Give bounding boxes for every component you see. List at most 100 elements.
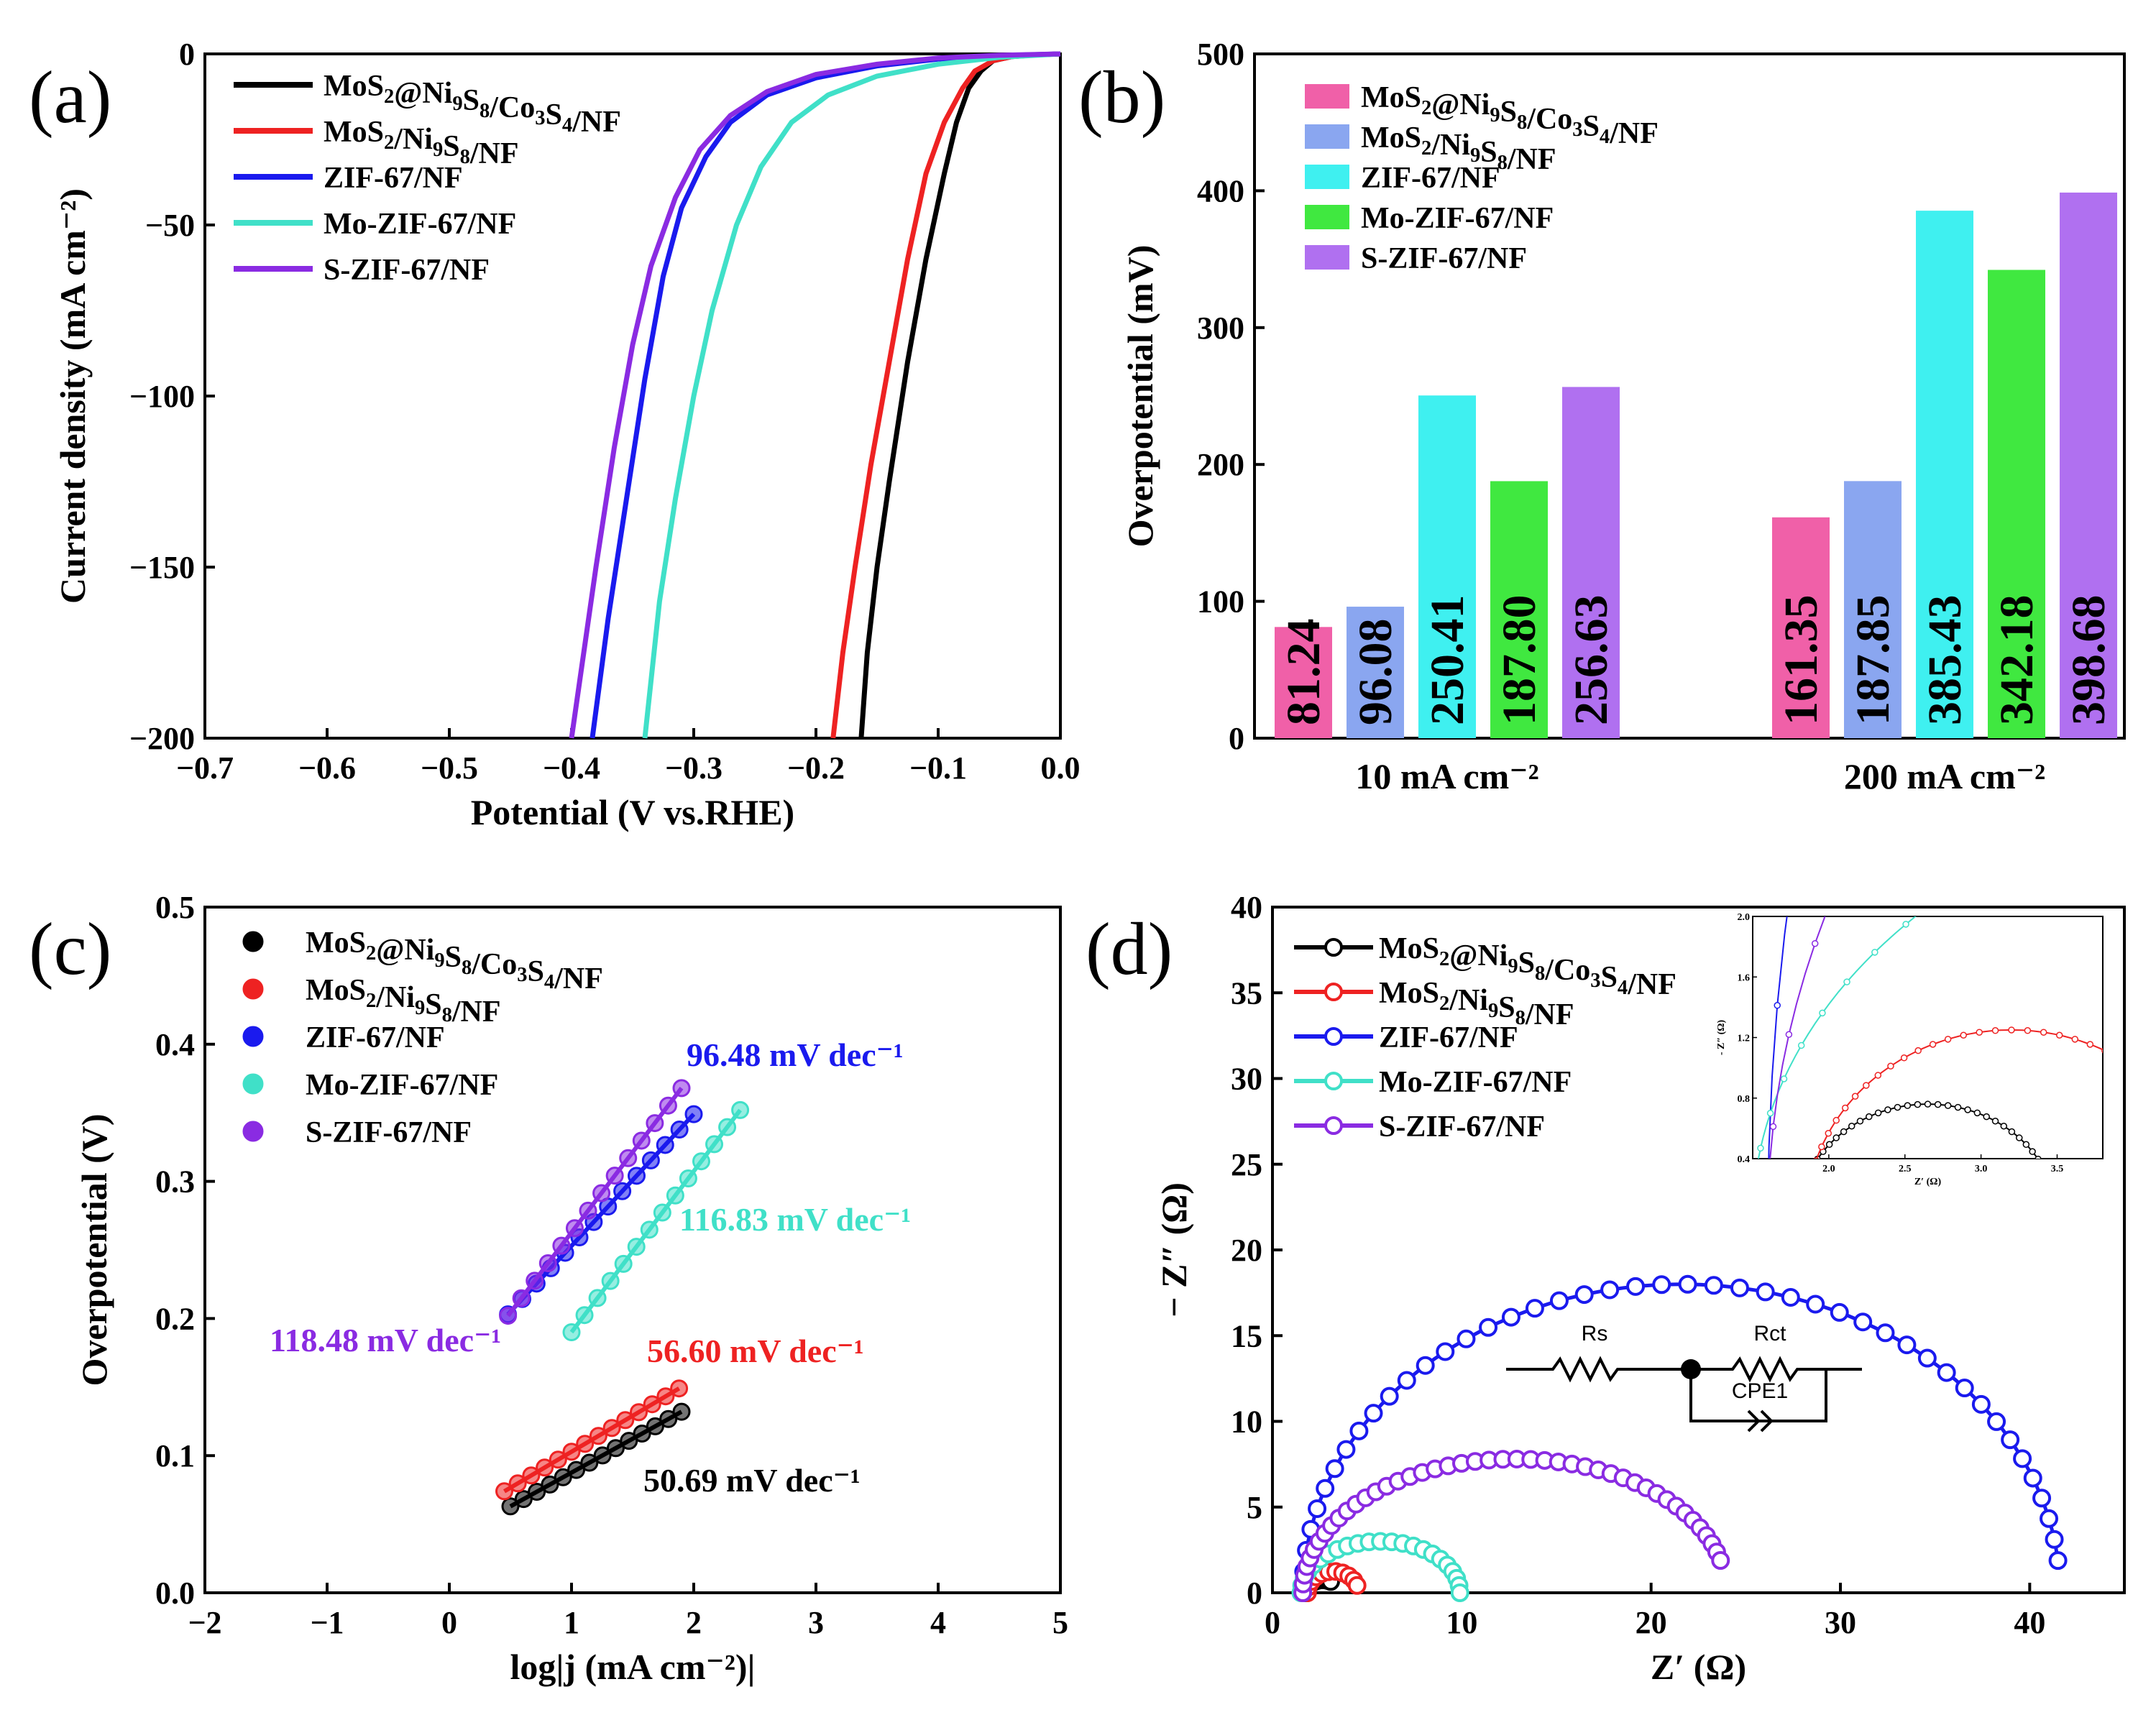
panel-c-legend-marker	[242, 931, 264, 952]
panel-a-legend-label: MoS2/Ni9S8/NF	[324, 116, 519, 170]
inset-data-point	[1851, 1093, 1859, 1100]
panel-d-data-point	[1704, 1276, 1723, 1295]
panel-c-data-point	[589, 1427, 607, 1445]
panel-a-x-tick-label: −0.1	[909, 750, 967, 786]
panel-b-y-tick-label: 100	[1197, 584, 1244, 620]
inset-data-point	[1856, 1118, 1864, 1125]
panel-b-letter: (b)	[1078, 56, 1165, 139]
panel-d-legend-label: MoS2@Ni9S8/Co3S4/NF	[1379, 932, 1676, 1001]
panel-c-slope-label: 96.48 mV dec⁻¹	[687, 1036, 904, 1073]
panel-d-legend-label: S-ZIF-67/NF	[1379, 1110, 1545, 1144]
panel-b-y-tick-label: 400	[1197, 173, 1244, 208]
panel-c-y-tick-label: 0.0	[155, 1576, 195, 1611]
panel-c-data-point	[495, 1482, 513, 1501]
panel-c-data-point	[588, 1289, 607, 1307]
panel-c-data-point	[666, 1186, 684, 1205]
panel-d-data-point	[1416, 1356, 1435, 1375]
panel-c-x-tick-label: 5	[1052, 1605, 1068, 1640]
panel-b-y-tick-label: 500	[1197, 37, 1244, 72]
inset-data-point	[2024, 1027, 2032, 1034]
panel-d-legend-marker	[1324, 938, 1343, 957]
inset-data-point	[1976, 1029, 1983, 1036]
panel-c-data-point	[656, 1136, 674, 1154]
inset-x-tick-label: 2.5	[1899, 1164, 1912, 1174]
inset-data-point	[1894, 1103, 1902, 1111]
inset-data-point	[1887, 1062, 1894, 1070]
panel-b-legend-swatch	[1305, 124, 1349, 149]
panel-c-y-tick-label: 0.2	[155, 1301, 195, 1336]
panel-c-data-point	[672, 1079, 691, 1098]
panel-c-data-point	[562, 1443, 581, 1461]
panel-d-x-tick-label: 0	[1265, 1605, 1280, 1640]
panel-b-bar-value-label: 256.63	[1565, 595, 1618, 726]
panel-c-x-tick-label: −1	[310, 1605, 344, 1640]
panel-d-data-point	[1457, 1329, 1476, 1348]
cpe-label: CPE1	[1732, 1379, 1788, 1403]
panel-c-legend-label: ZIF-67/NF	[306, 1021, 445, 1054]
inset-y-tick-label: 1.6	[1738, 972, 1751, 983]
panel-a-y-tick-label: −100	[129, 379, 195, 414]
inset-data-point	[2071, 1036, 2079, 1043]
panel-b-plot-frame	[1253, 52, 2126, 740]
inset-data-point	[1884, 1106, 1891, 1113]
panel-c-data-point	[512, 1289, 531, 1307]
inset-x-tick-label: 3.5	[2051, 1164, 2064, 1174]
inset-fit-curve-2	[1768, 916, 1788, 1159]
rs-label: Rs	[1582, 1322, 1608, 1346]
cpe-symbol-left	[1747, 1409, 1761, 1432]
panel-c-data-point	[641, 1151, 660, 1169]
panel-d-data-point	[1876, 1323, 1895, 1343]
panel-b-legend-swatch	[1305, 84, 1349, 109]
inset-frame	[1752, 916, 2104, 1159]
panel-d-legend-label: Mo-ZIF-67/NF	[1379, 1066, 1572, 1099]
inset-data-point	[1843, 978, 1850, 985]
panel-c-legend-marker	[242, 1073, 264, 1095]
panel-c-data-point	[579, 1201, 597, 1220]
panel-d-y-axis-label: − Z″ (Ω)	[1154, 1182, 1194, 1317]
inset-data-point	[2101, 1047, 2103, 1054]
panel-c-data-point	[684, 1105, 703, 1123]
panel-a-legend-label: ZIF-67/NF	[324, 162, 463, 195]
panel-c-data-point	[526, 1271, 544, 1290]
inset-data-point	[1954, 1103, 1962, 1111]
panel-b-bar	[1275, 627, 1332, 738]
inset-data-point	[2040, 1029, 2047, 1036]
inset-data-point	[1973, 1109, 1981, 1117]
panel-c-y-axis-label: Overpotential (V)	[74, 1113, 114, 1386]
panel-b-y-axis-label: Overpotential (mV)	[1120, 245, 1160, 548]
panel-d-data-point	[2001, 1430, 2020, 1450]
panel-c-data-point	[601, 1271, 620, 1290]
inset-data-point	[1914, 1100, 1922, 1108]
panel-d-data-point	[1525, 1299, 1544, 1318]
inset-data-point	[1766, 1109, 1774, 1117]
panel-d-data-point	[1917, 1348, 1937, 1368]
panel-c-data-point	[627, 1238, 646, 1256]
inset-data-point	[1818, 1143, 1825, 1151]
inset-data-point	[2055, 1031, 2063, 1039]
panel-d-data-point	[2032, 1489, 2052, 1508]
panel-a-y-tick-label: −200	[129, 721, 195, 756]
inset-data-point	[1840, 1128, 1848, 1136]
panel-d-y-tick-label: 5	[1247, 1490, 1262, 1525]
panel-a-legend-label: S-ZIF-67/NF	[324, 254, 490, 287]
panel-a-y-tick-label: −150	[129, 550, 195, 585]
panel-c-data-point	[672, 1402, 691, 1421]
panel-c-x-tick-label: 4	[930, 1605, 946, 1640]
inset-data-point	[1797, 1041, 1805, 1049]
inset-data-point	[2086, 1041, 2094, 1048]
panel-a-x-tick-label: −0.5	[421, 750, 478, 786]
panel-a-x-tick-label: 0.0	[1041, 750, 1081, 786]
panel-c-data-point	[646, 1114, 664, 1133]
inset-data-point	[1914, 1047, 1922, 1054]
inset-y-tick-label: 0.8	[1738, 1094, 1751, 1105]
panel-d-data-point	[2023, 1468, 2042, 1488]
inset-data-point	[1863, 1082, 1870, 1089]
panel-d-legend-label: ZIF-67/NF	[1379, 1021, 1518, 1054]
panel-c-data-point	[731, 1100, 750, 1119]
panel-d-y-tick-label: 25	[1231, 1147, 1262, 1182]
panel-c-data-point	[619, 1149, 638, 1167]
panel-d-data-point	[1325, 1459, 1344, 1478]
panel-c-data-point	[659, 1096, 677, 1115]
inset-x-axis-label: Z′ (Ω)	[1914, 1177, 1942, 1187]
panel-d-legend-marker	[1324, 983, 1343, 1001]
